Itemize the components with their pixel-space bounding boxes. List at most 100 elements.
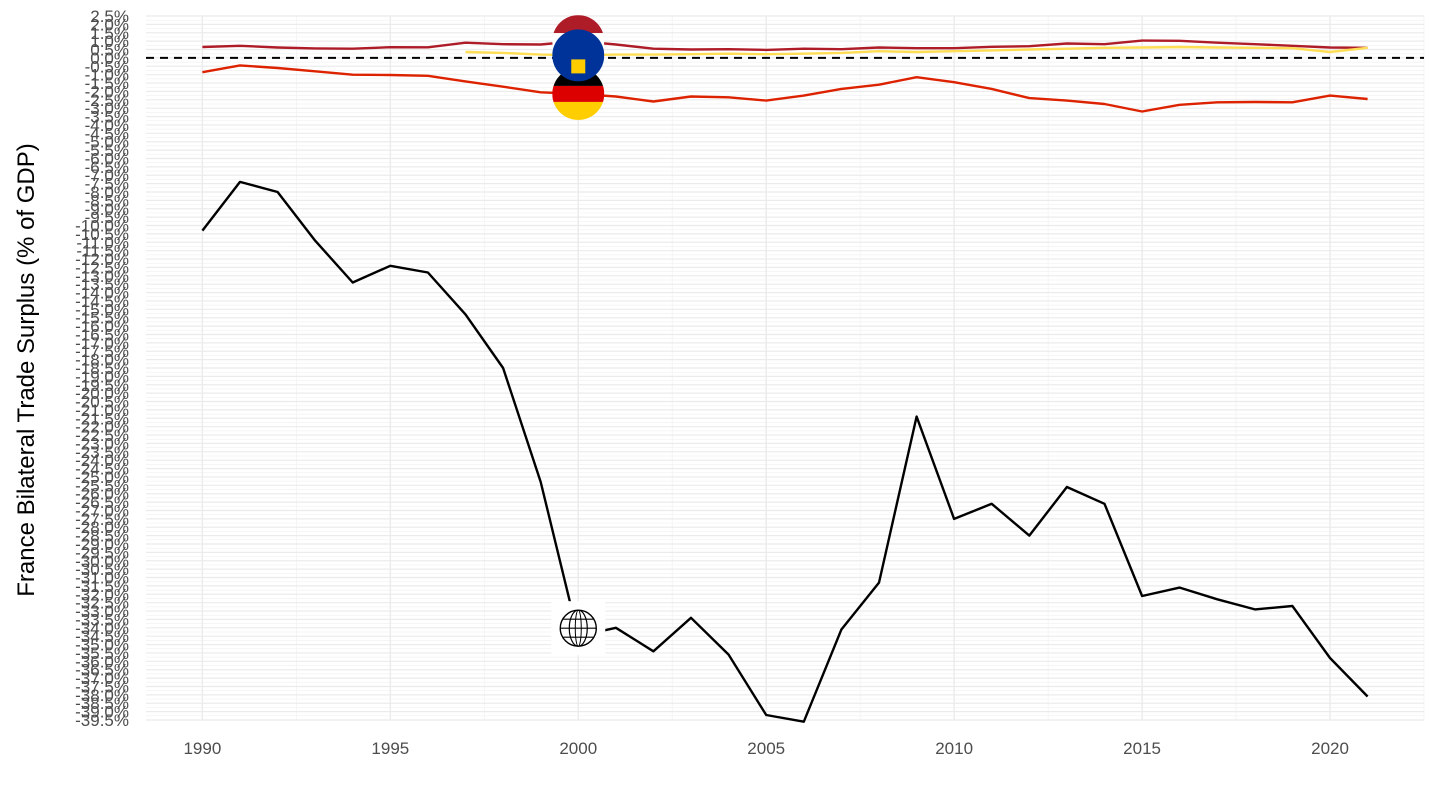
globe-icon: [551, 601, 606, 656]
y-tick-label: -24.5%: [75, 460, 129, 479]
x-tick-label: 2005: [747, 739, 785, 758]
y-axis-ticks: 2.5%2.0%1.5%1.0%0.5%0.0%-0.5%-1.0%-1.5%-…: [75, 7, 129, 730]
y-tick-label: -38.0%: [75, 686, 129, 705]
y-tick-label: -29.5%: [75, 543, 129, 562]
y-tick-label: -22.0%: [75, 418, 129, 437]
y-tick-label: -32.0%: [75, 585, 129, 604]
y-tick-label: -11.0%: [76, 233, 129, 252]
y-tick-label: -5.5%: [85, 141, 129, 160]
series-line-netherlands-flag: [202, 39, 1368, 52]
y-tick-label: -9.5%: [85, 208, 129, 227]
y-tick-label: -6.5%: [85, 158, 129, 177]
series-line-globe: [201, 180, 1369, 723]
x-tick-label: 1995: [371, 739, 409, 758]
y-tick-label: 0.0%: [90, 49, 129, 68]
y-tick-label: -20.0%: [75, 384, 129, 403]
y-tick-label: -15.5%: [75, 309, 129, 328]
y-tick-label: -16.5%: [75, 325, 129, 344]
y-tick-label: 2.0%: [90, 15, 129, 34]
y-tick-label: -33.0%: [75, 602, 129, 621]
y-tick-label: -1.0%: [85, 66, 129, 85]
series-layer: [201, 39, 1369, 723]
y-tick-label: -33.5%: [75, 610, 129, 629]
y-tick-label: -24.0%: [75, 451, 129, 470]
y-tick-label: -30.5%: [75, 560, 129, 579]
y-tick-label: -36.0%: [75, 652, 129, 671]
y-tick-label: -35.5%: [75, 644, 129, 663]
x-tick-label: 2000: [559, 739, 597, 758]
y-tick-label: -0.5%: [85, 57, 129, 76]
grid-major: [146, 15, 1424, 721]
y-tick-label: -38.5%: [75, 694, 129, 713]
y-tick-label: -25.0%: [75, 468, 129, 487]
series-icons: [551, 15, 606, 656]
y-tick-label: -14.5%: [75, 292, 129, 311]
y-tick-label: -31.0%: [75, 569, 129, 588]
y-tick-label: -27.0%: [75, 501, 129, 520]
y-tick-label: -6.0%: [85, 149, 129, 168]
x-tick-label: 1990: [183, 739, 221, 758]
y-tick-label: -2.5%: [85, 91, 129, 110]
series-line-eu-flag: [465, 45, 1368, 57]
y-tick-label: -37.5%: [75, 677, 129, 696]
y-tick-label: -19.5%: [75, 376, 129, 395]
y-tick-label: -3.5%: [85, 108, 129, 127]
y-tick-label: -4.0%: [85, 116, 129, 135]
y-tick-label: -22.5%: [75, 426, 129, 445]
y-tick-label: -12.0%: [75, 250, 129, 269]
y-tick-label: -18.0%: [75, 351, 129, 370]
y-tick-label: 2.5%: [90, 7, 129, 26]
y-tick-label: -1.5%: [85, 74, 129, 93]
y-tick-label: -3.0%: [85, 99, 129, 118]
y-tick-label: -36.5%: [75, 661, 129, 680]
y-tick-label: -23.0%: [75, 434, 129, 453]
y-tick-label: -21.0%: [75, 401, 129, 420]
y-tick-label: 0.5%: [90, 41, 129, 60]
y-tick-label: -27.5%: [75, 510, 129, 529]
y-tick-label: -17.0%: [75, 334, 129, 353]
y-tick-label: -15.0%: [75, 300, 129, 319]
y-tick-label: -13.0%: [75, 267, 129, 286]
y-tick-label: -30.0%: [75, 552, 129, 571]
series-line-germany-flag: [202, 64, 1368, 113]
y-tick-label: -39.5%: [75, 711, 129, 730]
y-tick-label: -18.5%: [75, 359, 129, 378]
y-tick-label: -23.5%: [75, 443, 129, 462]
y-tick-label: -9.0%: [85, 200, 129, 219]
y-tick-label: -19.0%: [75, 367, 129, 386]
y-tick-label: -11.5%: [76, 242, 129, 261]
y-tick-label: -2.0%: [85, 82, 129, 101]
y-tick-label: -39.0%: [75, 703, 129, 722]
y-tick-label: -26.5%: [75, 493, 129, 512]
y-tick-label: -32.5%: [75, 594, 129, 613]
x-axis-ticks: 1990 1995 2000 2005 2010 2015 2020: [183, 739, 1348, 758]
y-tick-label: -34.0%: [75, 619, 129, 638]
y-tick-label: 1.5%: [90, 24, 129, 43]
x-tick-label: 2020: [1311, 739, 1349, 758]
y-tick-label: -7.0%: [85, 166, 129, 185]
y-tick-label: 1.0%: [90, 32, 129, 51]
y-tick-label: -31.5%: [75, 577, 129, 596]
y-tick-label: -8.0%: [85, 183, 129, 202]
y-tick-label: -34.5%: [75, 627, 129, 646]
x-tick-label: 2015: [1123, 739, 1161, 758]
y-tick-label: -28.0%: [75, 518, 129, 537]
eu-flag-icon: [552, 29, 605, 82]
y-tick-label: -5.0%: [85, 133, 129, 152]
y-tick-label: -7.5%: [85, 175, 129, 194]
x-tick-label: 2010: [935, 739, 973, 758]
y-tick-label: -14.0%: [75, 284, 129, 303]
y-tick-label: -17.5%: [75, 342, 129, 361]
y-tick-label: -35.0%: [75, 636, 129, 655]
y-tick-label: -20.5%: [75, 393, 129, 412]
y-tick-label: -21.5%: [75, 409, 129, 428]
y-axis-label: France Bilateral Trade Surplus (% of GDP…: [13, 143, 40, 597]
y-tick-label: -29.0%: [75, 535, 129, 554]
y-tick-label: -12.5%: [75, 258, 129, 277]
y-tick-label: -26.0%: [75, 485, 129, 504]
y-tick-label: -16.0%: [75, 317, 129, 336]
y-tick-label: -28.5%: [75, 527, 129, 546]
y-tick-label: -25.5%: [75, 476, 129, 495]
y-tick-label: -13.5%: [75, 275, 129, 294]
